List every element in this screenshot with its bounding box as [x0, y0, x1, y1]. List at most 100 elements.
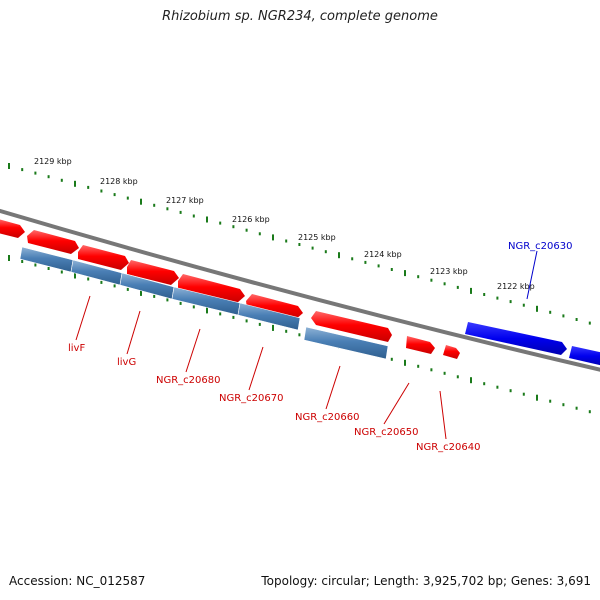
- gene-arrow[interactable]: [406, 336, 435, 354]
- minor-tick: [456, 285, 459, 289]
- gene-arrow[interactable]: [27, 230, 79, 254]
- minor-tick: [113, 193, 116, 197]
- major-tick: [140, 289, 142, 296]
- gene-arrow[interactable]: [311, 311, 392, 342]
- minor-tick: [443, 282, 446, 286]
- scale-label: 2129 kbp: [34, 157, 72, 166]
- major-tick: [8, 255, 10, 261]
- minor-tick: [87, 185, 90, 189]
- major-tick: [206, 216, 208, 223]
- gene-label-NGR_c20660[interactable]: NGR_c20660: [295, 412, 360, 423]
- minor-tick: [324, 250, 327, 254]
- minor-tick: [21, 168, 24, 172]
- minor-tick: [483, 293, 486, 296]
- gene-arrow[interactable]: [78, 245, 129, 270]
- gene-label-livF[interactable]: livF: [68, 343, 85, 354]
- gene-arrow[interactable]: [127, 260, 179, 285]
- major-tick: [74, 272, 76, 279]
- minor-tick: [364, 260, 367, 264]
- minor-tick: [456, 375, 459, 379]
- minor-tick: [311, 246, 314, 250]
- gene-arrow[interactable]: [246, 294, 303, 320]
- minor-tick: [47, 175, 50, 179]
- minor-tick: [258, 322, 261, 326]
- major-tick: [140, 198, 142, 205]
- major-tick: [272, 324, 274, 331]
- minor-tick: [153, 203, 156, 207]
- reverse-genes: [19, 246, 389, 360]
- highlighted-gene-arrow[interactable]: [465, 322, 567, 355]
- minor-tick: [245, 319, 248, 323]
- minor-tick: [509, 300, 512, 304]
- minor-tick: [60, 270, 63, 274]
- major-tick: [536, 394, 538, 401]
- gene-label-NGR_c20630[interactable]: NGR_c20630: [508, 241, 573, 252]
- map-title: Rhizobium sp. NGR234, complete genome: [162, 9, 438, 24]
- gene-arrow[interactable]: [443, 345, 460, 359]
- scale-label: 2126 kbp: [232, 215, 270, 224]
- highlighted-gene-arrow[interactable]: [569, 346, 600, 366]
- major-tick: [272, 234, 274, 241]
- minor-tick: [509, 389, 512, 393]
- minor-tick: [166, 298, 169, 302]
- minor-tick: [285, 239, 288, 243]
- minor-tick: [232, 225, 235, 229]
- gene-label-NGR_c20670[interactable]: NGR_c20670: [219, 393, 284, 404]
- minor-tick: [219, 312, 222, 316]
- minor-tick: [192, 214, 195, 218]
- minor-tick: [549, 399, 552, 403]
- gene-labels: livF livG NGR_c20680 NGR_c20670 NGR_c206…: [68, 241, 573, 453]
- gene-block[interactable]: [237, 302, 301, 331]
- minor-tick: [549, 310, 552, 314]
- gene-label-NGR_c20640[interactable]: NGR_c20640: [416, 442, 481, 453]
- minor-tick: [21, 260, 24, 263]
- minor-tick: [232, 315, 235, 319]
- gene-arrow[interactable]: [178, 274, 245, 303]
- minor-tick: [285, 329, 288, 333]
- minor-tick: [219, 221, 222, 225]
- minor-tick: [298, 333, 301, 337]
- major-tick: [74, 180, 76, 187]
- major-tick: [206, 307, 208, 314]
- scale-label: 2125 kbp: [298, 233, 336, 242]
- minor-tick: [443, 371, 446, 375]
- genome-backbone: [0, 208, 600, 372]
- minor-tick: [377, 264, 380, 268]
- minor-tick: [496, 296, 499, 300]
- gene-label-livG[interactable]: livG: [117, 357, 136, 368]
- minor-tick: [179, 301, 182, 305]
- minor-tick: [179, 210, 182, 214]
- major-tick: [470, 377, 472, 384]
- minor-tick: [87, 277, 90, 281]
- highlighted-genes: [465, 322, 600, 366]
- minor-tick: [34, 263, 37, 267]
- gene-label-NGR_c20680[interactable]: NGR_c20680: [156, 375, 221, 386]
- scale-label: 2128 kbp: [100, 177, 138, 186]
- minor-tick: [496, 385, 499, 389]
- minor-tick: [192, 305, 195, 309]
- minor-tick: [522, 303, 525, 307]
- accession-text: Accession: NC_012587: [9, 574, 146, 588]
- minor-tick: [417, 275, 420, 279]
- gene-block[interactable]: [303, 326, 389, 360]
- major-tick: [404, 270, 406, 277]
- minor-tick: [126, 196, 129, 200]
- minor-tick: [588, 321, 591, 325]
- minor-tick: [562, 403, 565, 407]
- minor-tick: [390, 357, 393, 361]
- minor-tick: [417, 364, 420, 368]
- minor-tick: [126, 287, 129, 291]
- topology-text: Topology: circular; Length: 3,925,702 bp…: [261, 574, 591, 588]
- scale-label: 2127 kbp: [166, 196, 204, 205]
- major-tick: [536, 305, 538, 312]
- gene-label-NGR_c20650[interactable]: NGR_c20650: [354, 427, 419, 438]
- scale-label: 2122 kbp: [497, 282, 535, 291]
- minor-tick: [351, 257, 354, 261]
- gene-arrow[interactable]: [0, 219, 25, 238]
- scale-label: 2124 kbp: [364, 250, 402, 259]
- minor-tick: [298, 243, 301, 246]
- minor-tick: [575, 406, 578, 410]
- scale-label: 2123 kbp: [430, 267, 468, 276]
- minor-tick: [588, 410, 591, 414]
